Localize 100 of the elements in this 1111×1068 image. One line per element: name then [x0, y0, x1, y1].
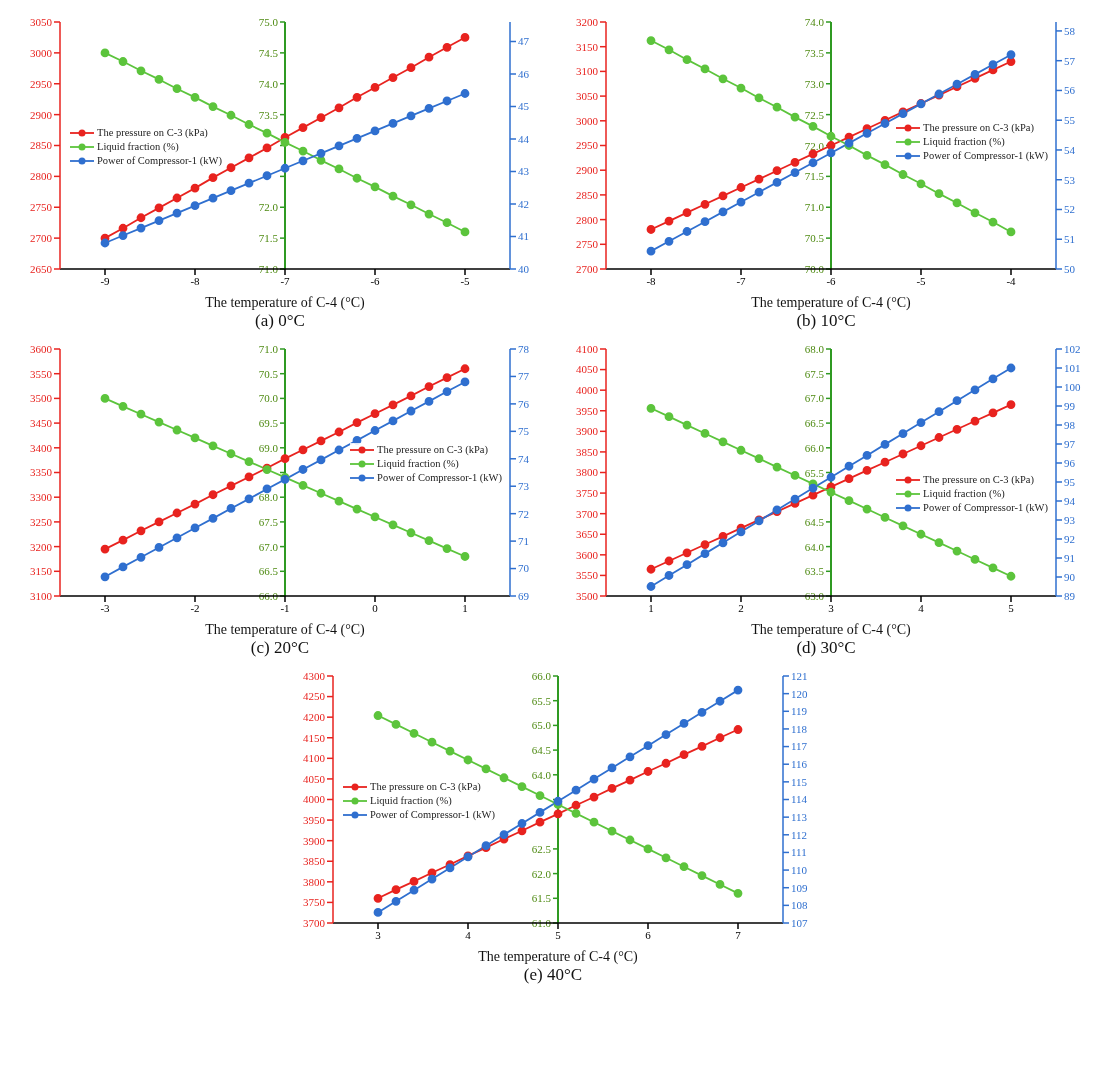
y2-tick-label: 119 [791, 705, 808, 718]
y3-tick-label: 70.5 [258, 367, 279, 380]
y-tick-label: 3200 [576, 15, 599, 28]
y2-tick-label: 76 [518, 397, 530, 410]
legend-label: Liquid fraction (%) [923, 486, 1005, 501]
y2-tick-label: 40 [518, 262, 530, 275]
y-tick-label: 4100 [576, 342, 599, 355]
y3-tick-label: 73.5 [804, 46, 825, 59]
y2-tick-label: 111 [791, 846, 807, 859]
x-tick-label: 2 [738, 601, 744, 614]
y2-tick-label: 58 [1064, 24, 1076, 37]
y3-tick-label: 72.0 [258, 201, 279, 214]
y-tick-label: 3050 [30, 15, 53, 28]
y2-tick-label: 42 [518, 197, 529, 210]
y-tick-label: 3000 [576, 114, 599, 127]
y3-tick-label: 73.0 [804, 77, 825, 90]
y2-tick-label: 118 [791, 722, 808, 735]
y2-tick-label: 102 [1064, 342, 1081, 355]
y-tick-label: 3800 [303, 875, 326, 888]
y2-tick-label: 121 [791, 669, 808, 682]
y-tick-label: 3200 [30, 540, 53, 553]
y3-tick-label: 64.0 [804, 540, 825, 553]
y-tick-label: 4000 [303, 793, 326, 806]
y3-tick-label: 67.5 [258, 515, 279, 528]
y2-tick-label: 41 [518, 230, 529, 243]
y2-tick-label: 108 [791, 899, 808, 912]
y3-tick-label: 70.0 [258, 392, 279, 405]
x-tick-label: -5 [916, 274, 927, 287]
y3-tick-label: 70.5 [804, 232, 825, 245]
x-tick-label: -3 [100, 601, 111, 614]
y2-tick-label: 89 [1064, 589, 1076, 602]
y3-tick-label: 74.0 [804, 16, 825, 28]
y3-tick-label: 64.5 [804, 515, 825, 528]
legend-label: Liquid fraction (%) [923, 134, 1005, 149]
x-tick-label: -7 [280, 274, 291, 287]
y2-tick-label: 94 [1064, 494, 1076, 507]
legend-label: The pressure on C-3 (kPa) [370, 779, 481, 794]
y2-tick-label: 45 [518, 100, 530, 113]
x-tick-label: 6 [645, 928, 652, 941]
y3-tick-label: 74.5 [258, 46, 279, 59]
y3-tick-label: 68.0 [804, 343, 825, 355]
y3-tick-label: 65.5 [531, 694, 552, 707]
y2-tick-label: 120 [791, 687, 808, 700]
y-tick-label: 2950 [30, 77, 53, 90]
y-tick-label: 3600 [576, 548, 599, 561]
legend-label: Power of Compressor-1 (kW) [923, 500, 1048, 515]
x-tick-label: 0 [372, 601, 379, 614]
y-tick-label: 3000 [30, 46, 53, 59]
y3-tick-label: 66.0 [531, 670, 552, 682]
y2-tick-label: 74 [518, 452, 530, 465]
y2-tick-label: 78 [518, 342, 530, 355]
x-tick-label: -8 [646, 274, 657, 287]
y-tick-label: 3400 [30, 441, 53, 454]
y3-tick-label: 62.5 [531, 842, 552, 855]
y2-tick-label: 100 [1064, 380, 1081, 393]
text: (c) 20°C [249, 638, 311, 658]
x-tick-label: 1 [648, 601, 654, 614]
y-tick-label: 3700 [303, 916, 326, 929]
y-tick-label: 3850 [303, 855, 326, 868]
y-tick-label: 3550 [576, 569, 599, 582]
x-tick-label: -1 [280, 601, 290, 614]
y-tick-label: 3550 [30, 367, 53, 380]
x-axis-title: The temperature of C-4 (°C) [478, 949, 639, 965]
x-tick-label: -7 [736, 274, 747, 287]
y-tick-label: 2700 [576, 262, 599, 275]
y-tick-label: 2950 [576, 139, 599, 152]
y3-tick-label: 65.0 [531, 719, 552, 732]
y3-tick-label: 66.5 [258, 565, 279, 578]
y3-tick-label: 66.5 [804, 417, 825, 430]
x-tick-label: 3 [828, 601, 835, 614]
y-tick-label: 4050 [303, 772, 326, 785]
y-tick-label: 2750 [576, 238, 599, 251]
y-tick-label: 4100 [303, 752, 326, 765]
y2-tick-label: 72 [518, 507, 529, 520]
y3-tick-label: 66.0 [804, 441, 825, 454]
y3-tick-label: 67.0 [258, 540, 279, 553]
y3-tick-label: 67.0 [804, 392, 825, 405]
y2-tick-label: 73 [518, 480, 530, 493]
legend-label: The pressure on C-3 (kPa) [377, 442, 488, 457]
y-tick-label: 3900 [576, 425, 599, 438]
y-tick-label: 3900 [303, 834, 326, 847]
y-tick-label: 3750 [303, 896, 326, 909]
x-tick-label: 4 [465, 928, 472, 941]
y-tick-label: 3500 [30, 392, 53, 405]
legend-label: Liquid fraction (%) [370, 793, 452, 808]
y2-tick-label: 75 [518, 425, 530, 438]
y-tick-label: 4250 [303, 690, 326, 703]
x-tick-label: 5 [555, 928, 562, 941]
y3-tick-label: 73.5 [258, 108, 279, 121]
x-tick-label: -5 [460, 274, 471, 287]
y2-tick-label: 57 [1064, 54, 1076, 67]
y2-tick-label: 90 [1064, 570, 1076, 583]
y-tick-label: 2750 [30, 201, 53, 214]
y3-tick-label: 71.0 [804, 201, 825, 214]
x-tick-label: -4 [1006, 274, 1017, 287]
legend-label: Power of Compressor-1 (kW) [97, 153, 222, 168]
y-tick-label: 3750 [576, 486, 599, 499]
y-tick-label: 4050 [576, 363, 599, 376]
y3-tick-label: 71.5 [804, 170, 825, 183]
legend-label: The pressure on C-3 (kPa) [923, 120, 1034, 135]
